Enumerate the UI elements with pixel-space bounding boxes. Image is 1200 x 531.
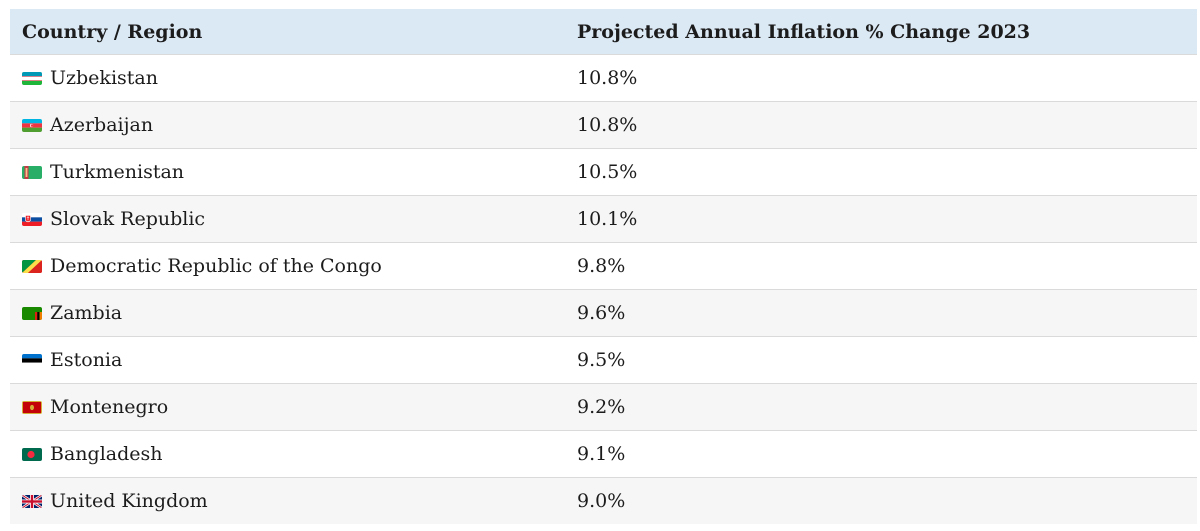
country-name: Bangladesh bbox=[50, 443, 163, 465]
country-cell: Zambia bbox=[10, 289, 577, 337]
turkmenistan-flag-icon bbox=[22, 165, 42, 179]
country-cell: Bangladesh bbox=[10, 430, 577, 478]
country-name: Democratic Republic of the Congo bbox=[50, 255, 382, 277]
column-header-inflation[interactable]: Projected Annual Inflation % Change 2023 bbox=[577, 20, 1031, 43]
table-row: United Kingdom 9.0% bbox=[10, 477, 1197, 524]
inflation-table-container: Country / Region Projected Annual Inflat… bbox=[10, 9, 1197, 524]
country-cell: Azerbaijan bbox=[10, 101, 577, 149]
country-cell: Turkmenistan bbox=[10, 148, 577, 196]
inflation-value: 9.0% bbox=[577, 477, 1197, 524]
inflation-value: 10.8% bbox=[577, 101, 1197, 149]
table-row: Estonia 9.5% bbox=[10, 336, 1197, 384]
country-name: United Kingdom bbox=[50, 490, 208, 512]
inflation-value: 9.1% bbox=[577, 430, 1197, 478]
zambia-flag-icon bbox=[22, 306, 42, 320]
inflation-value: 9.5% bbox=[577, 336, 1197, 384]
table-row: Bangladesh 9.1% bbox=[10, 430, 1197, 478]
congo-flag-icon bbox=[22, 259, 42, 273]
inflation-table: Country / Region Projected Annual Inflat… bbox=[10, 9, 1197, 524]
table-row: Montenegro 9.2% bbox=[10, 383, 1197, 431]
country-name: Slovak Republic bbox=[50, 208, 206, 230]
inflation-value: 9.6% bbox=[577, 289, 1197, 337]
montenegro-flag-icon bbox=[22, 400, 42, 414]
table-row: Uzbekistan 10.8% bbox=[10, 54, 1197, 102]
table-row: Democratic Republic of the Congo 9.8% bbox=[10, 242, 1197, 290]
uzbekistan-flag-icon bbox=[22, 71, 42, 85]
country-name: Azerbaijan bbox=[50, 114, 154, 136]
table-header-row: Country / Region Projected Annual Inflat… bbox=[10, 9, 1197, 55]
column-header-country[interactable]: Country / Region bbox=[22, 20, 203, 43]
table-row: Slovak Republic 10.1% bbox=[10, 195, 1197, 243]
country-name: Turkmenistan bbox=[50, 161, 185, 183]
country-cell: Democratic Republic of the Congo bbox=[10, 242, 577, 290]
table-row: Zambia 9.6% bbox=[10, 289, 1197, 337]
inflation-value: 10.8% bbox=[577, 54, 1197, 102]
country-cell: Slovak Republic bbox=[10, 195, 577, 243]
table-row: Azerbaijan 10.8% bbox=[10, 101, 1197, 149]
azerbaijan-flag-icon bbox=[22, 118, 42, 132]
country-name: Uzbekistan bbox=[50, 67, 158, 89]
table-row: Turkmenistan 10.5% bbox=[10, 148, 1197, 196]
bangladesh-flag-icon bbox=[22, 447, 42, 461]
country-name: Estonia bbox=[50, 349, 123, 371]
inflation-value: 10.1% bbox=[577, 195, 1197, 243]
inflation-value: 9.8% bbox=[577, 242, 1197, 290]
inflation-value: 10.5% bbox=[577, 148, 1197, 196]
inflation-value: 9.2% bbox=[577, 383, 1197, 431]
united-kingdom-flag-icon bbox=[22, 494, 42, 508]
country-cell: Uzbekistan bbox=[10, 54, 577, 102]
estonia-flag-icon bbox=[22, 353, 42, 367]
country-name: Zambia bbox=[50, 302, 123, 324]
country-name: Montenegro bbox=[50, 396, 169, 418]
country-cell: United Kingdom bbox=[10, 477, 577, 524]
country-cell: Montenegro bbox=[10, 383, 577, 431]
country-cell: Estonia bbox=[10, 336, 577, 384]
slovakia-flag-icon bbox=[22, 212, 42, 226]
